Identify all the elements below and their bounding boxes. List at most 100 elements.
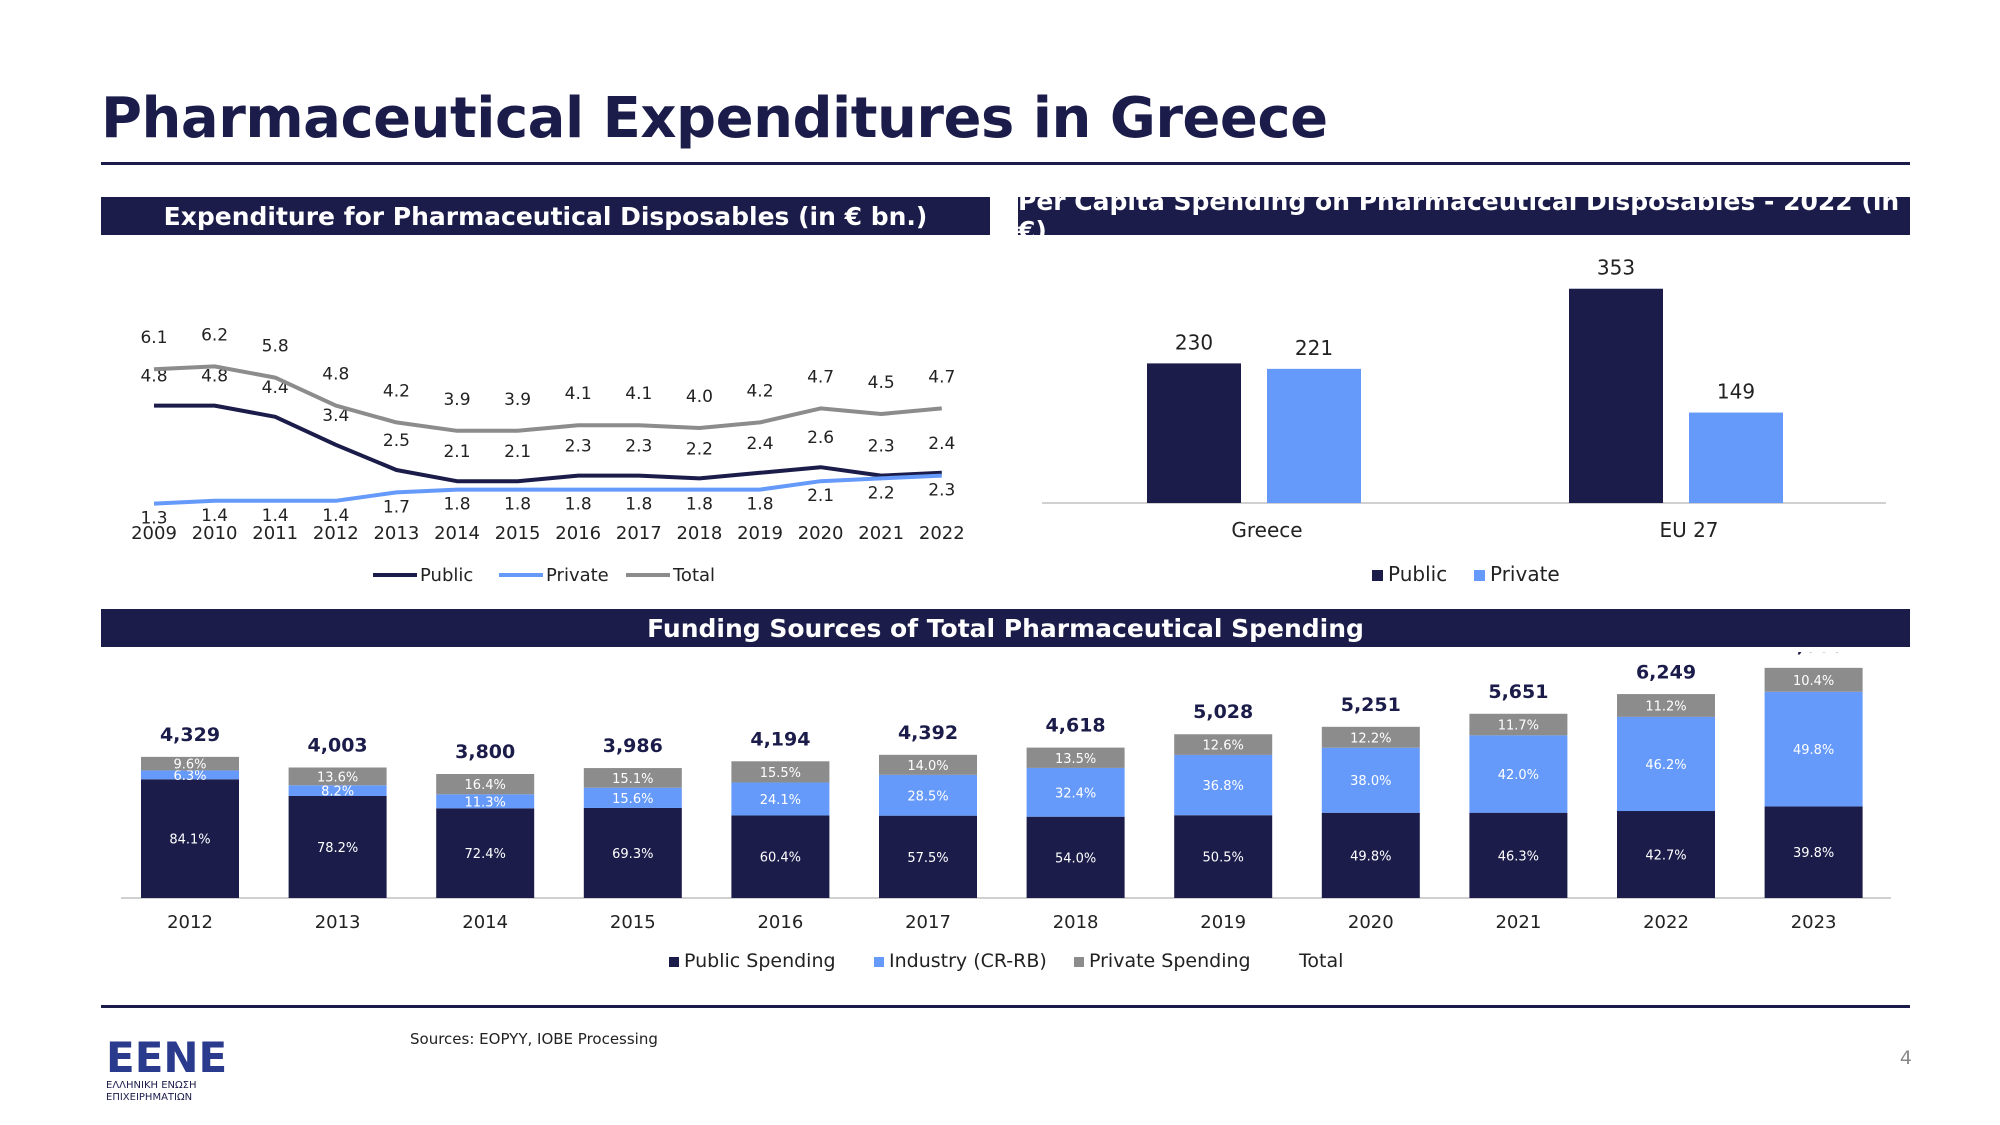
x-tick-label: 2019 xyxy=(1200,912,1246,933)
footer-rule xyxy=(101,1005,1910,1008)
x-tick-label: 2014 xyxy=(462,912,508,933)
series-line-private xyxy=(153,473,942,506)
page-number: 4 xyxy=(1899,1047,1912,1069)
segment-label: 46.2% xyxy=(1645,758,1686,773)
series-line-public xyxy=(154,403,942,484)
x-tick-label: 2023 xyxy=(1791,912,1837,933)
x-tick-label: 2010 xyxy=(192,523,238,544)
total-label: 4,618 xyxy=(1046,714,1106,736)
x-tick-label: 2018 xyxy=(1053,912,1099,933)
segment-label: 49.8% xyxy=(1350,849,1391,864)
x-tick-label: 2016 xyxy=(555,523,601,544)
x-tick-label: 2017 xyxy=(616,523,662,544)
data-label-total: 6.1 xyxy=(140,328,167,348)
x-category-label: EU 27 xyxy=(1659,518,1718,542)
segment-label: 38.0% xyxy=(1350,774,1391,789)
x-tick-label: 2013 xyxy=(373,523,419,544)
data-label-public: 2.3 xyxy=(625,437,652,457)
bar-public xyxy=(1147,363,1241,503)
legend-swatch-private xyxy=(1474,570,1485,581)
segment-label: 28.5% xyxy=(907,789,948,804)
funding-stacked-bar-chart: 84.1% 6.3%9.6% 4,329 2012 78.2% 8.2%13.6% 4,00… xyxy=(121,652,1891,972)
x-tick-label: 2018 xyxy=(676,523,722,544)
segment-label: 78.2% xyxy=(317,841,358,856)
stack-segment-industry-cr-rb- xyxy=(1174,754,1273,816)
stack-segment-public-spending xyxy=(1174,815,1273,898)
total-label: 4,003 xyxy=(308,735,368,757)
legend-label-total: Total xyxy=(672,565,715,586)
legend-swatch-private-spending xyxy=(1074,957,1084,967)
segment-label: 11.7% xyxy=(1498,719,1539,734)
segment-label: 13.5% xyxy=(1055,752,1096,767)
legend-label: Public Spending xyxy=(684,950,836,972)
stack-segment-industry-cr-rb- xyxy=(731,782,830,816)
bar-value-label: 221 xyxy=(1295,336,1333,360)
total-label: 5,028 xyxy=(1193,701,1253,723)
x-tick-label: 2013 xyxy=(315,912,361,933)
segment-label: 42.7% xyxy=(1645,849,1686,864)
stack-segment-industry-cr-rb- xyxy=(1469,735,1568,813)
data-label-private: 2.2 xyxy=(868,483,895,503)
stack-segment-public-spending xyxy=(1469,812,1568,898)
bar-value-label: 149 xyxy=(1717,380,1755,404)
logo-mark: ΕΕΝΕ xyxy=(106,1033,227,1082)
per-capita-chart-header: Per Capita Spending on Pharmaceutical Di… xyxy=(1018,187,1910,245)
data-label-private: 1.8 xyxy=(625,495,652,515)
stack-segment-industry-cr-rb- xyxy=(1617,716,1715,812)
segment-label: 15.5% xyxy=(760,766,801,781)
stack-segment-private-spending xyxy=(1321,726,1420,748)
data-label-private: 1.3 xyxy=(140,509,167,529)
data-label-private: 1.4 xyxy=(262,506,289,526)
data-label-public: 4.8 xyxy=(140,367,167,387)
data-label-total: 4.1 xyxy=(565,384,592,404)
stack-segment-public-spending xyxy=(141,779,239,898)
stack-segment-private-spending xyxy=(1174,734,1273,755)
data-label-public: 2.5 xyxy=(383,431,410,451)
x-tick-label: 2015 xyxy=(610,912,656,933)
segment-label: 10.4% xyxy=(1793,674,1834,689)
data-label-total: 4.2 xyxy=(383,381,410,401)
segment-label: 39.8% xyxy=(1793,846,1834,861)
x-tick-label: 2011 xyxy=(252,523,298,544)
stack-segment-private-spending xyxy=(731,761,830,783)
segment-label: 32.4% xyxy=(1055,786,1096,801)
stack-segment-private-spending xyxy=(1469,713,1568,736)
series-line-total xyxy=(153,364,942,433)
x-tick-label: 2016 xyxy=(757,912,803,933)
stack-segment-industry-cr-rb- xyxy=(879,774,977,816)
data-label-public: 2.1 xyxy=(504,442,531,462)
segment-label: 54.0% xyxy=(1055,851,1096,866)
segment-label: 14.0% xyxy=(907,759,948,774)
data-label-private: 1.8 xyxy=(504,495,531,515)
segment-label: 42.0% xyxy=(1498,768,1539,783)
data-label-private: 1.8 xyxy=(565,495,592,515)
stack-segment-industry-cr-rb- xyxy=(1764,691,1863,807)
data-label-public: 2.3 xyxy=(565,437,592,457)
data-label-private: 1.4 xyxy=(201,506,228,526)
data-label-total: 4.8 xyxy=(322,365,349,385)
segment-label: 11.3% xyxy=(465,795,506,810)
stack-segment-private-spending xyxy=(288,767,387,786)
stack-segment-public-spending xyxy=(436,808,535,898)
total-label: 4,392 xyxy=(898,722,958,744)
x-tick-label: 2017 xyxy=(905,912,951,933)
funding-chart-header: Funding Sources of Total Pharmaceutical … xyxy=(101,609,1910,647)
data-label-private: 1.8 xyxy=(746,495,773,515)
segment-label: 84.1% xyxy=(169,833,210,848)
legend-swatch-industry-cr-rb- xyxy=(874,957,884,967)
page-title: Pharmaceutical Expenditures in Greece xyxy=(101,86,1328,151)
stack-segment-industry-cr-rb- xyxy=(436,794,535,809)
total-label: 5,651 xyxy=(1488,681,1548,703)
data-label-public: 2.4 xyxy=(746,434,773,454)
segment-label: 72.4% xyxy=(465,847,506,862)
data-label-total: 6.2 xyxy=(201,325,228,345)
x-tick-label: 2019 xyxy=(737,523,783,544)
total-label: 6,249 xyxy=(1636,661,1696,683)
total-label: 3,986 xyxy=(603,735,663,757)
x-category-label: Greece xyxy=(1231,518,1302,542)
stack-segment-industry-cr-rb- xyxy=(141,770,239,780)
x-tick-label: 2021 xyxy=(1495,912,1541,933)
stack-segment-private-spending xyxy=(436,773,535,795)
segment-label: 12.2% xyxy=(1350,731,1391,746)
title-rule xyxy=(101,162,1910,165)
